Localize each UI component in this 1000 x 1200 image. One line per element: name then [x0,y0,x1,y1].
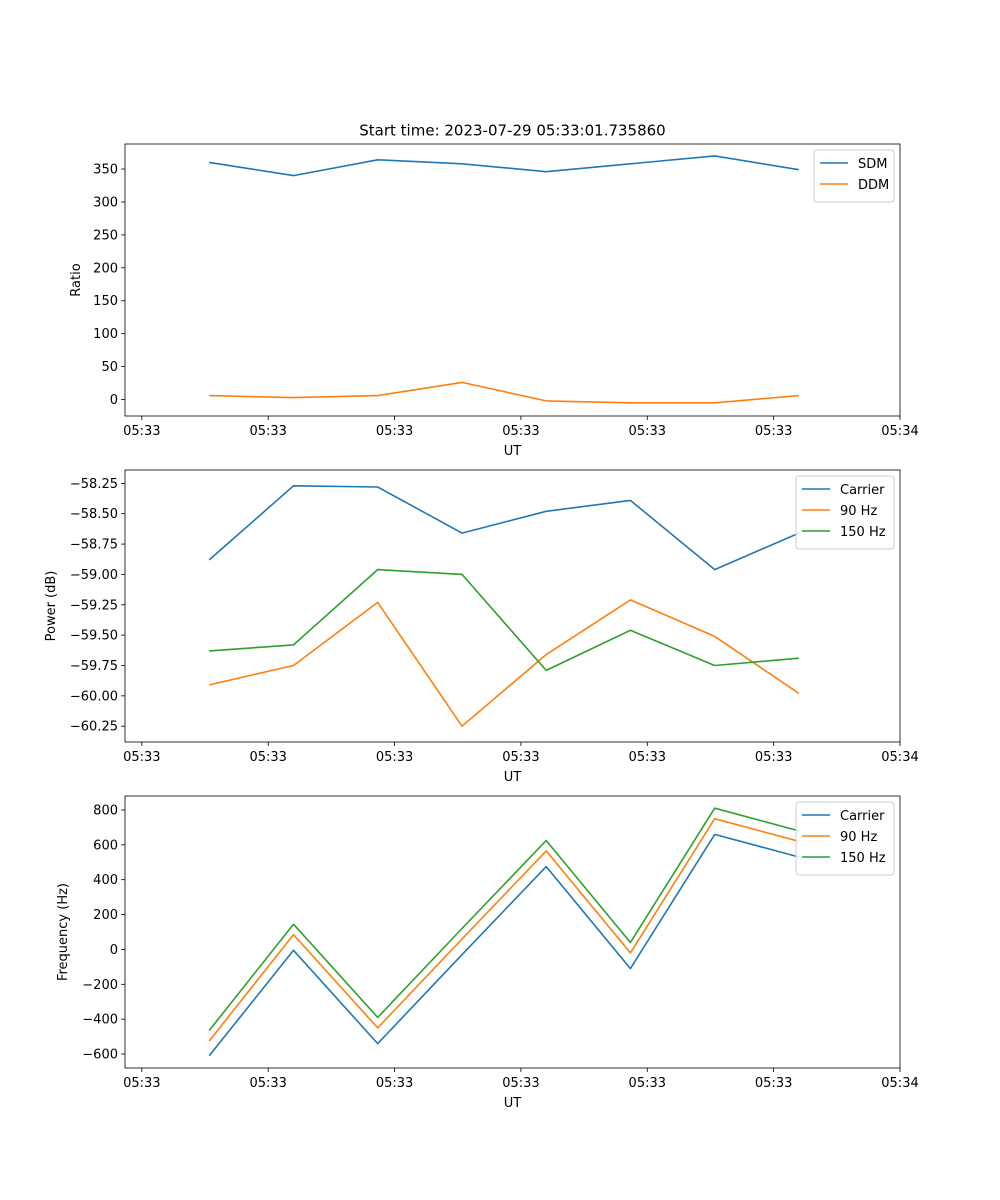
power-plot: 05:33 05:33 05:33 05:33 05:33 05:33 05:34 −60.2… [44,469,919,785]
series-line-90-hz [209,599,800,728]
legend-label: 90 Hz [840,830,877,845]
y-tick-label: −200 [82,978,118,993]
y-tick-label: 50 [101,360,118,375]
y-tick-label: −58.25 [70,477,118,492]
x-axis-label: UT [504,1096,522,1111]
figure-title: Start time: 2023-07-29 05:33:01.735860 [359,122,665,140]
legend-label: Carrier [840,809,885,824]
y-tick-label: 0 [110,393,118,408]
x-tick-label: 05:34 [881,424,918,439]
x-tick-label: 05:33 [755,424,792,439]
legend: Carrier 90 Hz 150 Hz [795,801,895,876]
legend-label: SDM [858,157,887,172]
x-tick-label: 05:33 [629,750,666,765]
y-tick-label: −59.00 [70,568,118,583]
legend-label: 150 Hz [840,851,886,866]
legend-label: DDM [858,178,889,193]
legend: Carrier 90 Hz 150 Hz [795,475,895,550]
x-tick-label: 05:33 [502,750,539,765]
series-line-carrier [208,484,800,571]
legend-label: 150 Hz [840,525,886,540]
x-tick-label: 05:33 [629,424,666,439]
x-tick-label: 05:33 [755,750,792,765]
x-tick-label: 05:34 [881,1076,918,1091]
x-tick-label: 05:33 [755,1076,792,1091]
x-tick-label: 05:33 [629,1076,666,1091]
y-axis-label: Frequency (Hz) [56,883,71,981]
y-tick-label: −58.75 [70,538,118,553]
legend-label: Carrier [840,483,885,498]
x-tick-label: 05:33 [502,424,539,439]
y-tick-label: 250 [93,228,118,243]
y-tick-label: 150 [93,294,118,309]
axes-frame [124,795,901,1069]
frequency-plot: 05:33 05:33 05:33 05:33 05:33 05:33 05:34 −600 −… [56,795,919,1111]
y-tick-label: −60.25 [70,720,118,735]
x-tick-label: 05:33 [123,424,160,439]
x-tick-label: 05:33 [123,750,160,765]
series-line-sdm [209,155,800,177]
y-tick-label: 800 [93,803,118,818]
legend-label: 90 Hz [840,504,877,519]
y-tick-label: 200 [93,908,118,923]
x-tick-label: 05:33 [376,424,413,439]
y-tick-label: −600 [82,1048,118,1063]
y-tick-label: 300 [93,195,118,210]
y-axis-label: Power (dB) [44,571,59,642]
axes-frame [124,143,901,417]
y-tick-label: 200 [93,261,118,276]
y-tick-label: 100 [93,327,118,342]
axes-frame [124,469,901,743]
y-tick-label: −60.00 [70,689,118,704]
x-tick-label: 05:33 [123,1076,160,1091]
x-tick-label: 05:33 [249,424,286,439]
y-tick-label: 0 [110,943,118,958]
x-tick-label: 05:33 [249,1076,286,1091]
series-line-150-hz [209,568,799,672]
series-line-90-hz [208,817,800,1042]
y-tick-label: −59.75 [70,659,118,674]
x-tick-label: 05:34 [881,750,918,765]
x-tick-label: 05:33 [502,1076,539,1091]
y-tick-label: −58.50 [70,507,118,522]
x-tick-label: 05:33 [249,750,286,765]
y-tick-label: −59.50 [70,629,118,644]
x-tick-label: 05:33 [376,750,413,765]
y-axis-label: Ratio [69,263,84,296]
ratio-plot: 05:33 05:33 05:33 05:33 05:33 05:33 05:34 0 50 10… [69,143,919,459]
y-tick-label: 600 [93,838,118,853]
series-line-ddm [209,381,799,404]
x-tick-label: 05:33 [376,1076,413,1091]
series-line-150-hz [208,807,800,1031]
y-tick-label: 350 [93,163,118,178]
series-line-carrier [208,833,800,1057]
y-tick-label: −59.25 [70,598,118,613]
x-axis-label: UT [504,444,522,459]
y-tick-label: 400 [93,873,118,888]
x-axis-label: UT [504,770,522,785]
legend: SDM DDM [813,149,895,203]
y-tick-label: −400 [82,1013,118,1028]
